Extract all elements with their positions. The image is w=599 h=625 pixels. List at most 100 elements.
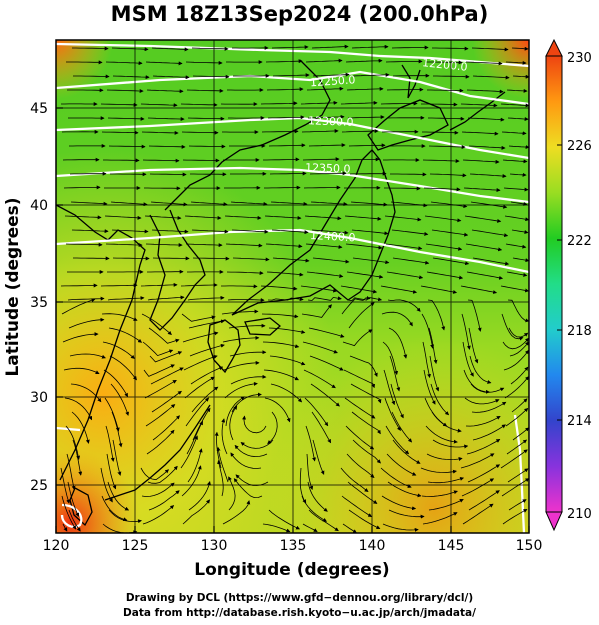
streamline — [432, 46, 469, 51]
contour-line-5 — [56, 228, 529, 274]
streamline — [230, 452, 262, 469]
streamline — [112, 439, 122, 476]
streamline — [224, 381, 258, 399]
streamline — [269, 355, 306, 366]
streamline — [222, 500, 251, 525]
streamline — [422, 512, 458, 525]
streamline — [68, 509, 81, 532]
streamline — [105, 425, 115, 462]
streamline — [224, 215, 262, 220]
streamline — [508, 327, 529, 338]
streamline — [266, 271, 304, 277]
streamline — [390, 172, 427, 177]
streamline — [104, 397, 120, 432]
streamline — [342, 523, 357, 533]
streamline — [63, 185, 101, 190]
streamline — [72, 439, 83, 476]
streamline — [188, 319, 225, 329]
streamline — [151, 390, 182, 413]
contour-labels: 12400.0 12350.0 12300.0 12250.0 12200.0 — [305, 56, 468, 244]
streamline — [432, 439, 469, 449]
streamline — [500, 285, 529, 293]
streamline — [427, 476, 465, 484]
streamline — [150, 367, 184, 385]
streamline — [507, 117, 529, 122]
streamline — [345, 243, 383, 250]
streamline — [306, 271, 344, 278]
streamline — [185, 397, 210, 427]
streamline — [472, 257, 510, 266]
streamline — [267, 297, 304, 302]
streamline — [187, 295, 225, 301]
streamline — [302, 157, 340, 162]
streamline — [465, 415, 501, 427]
streamline — [222, 335, 260, 343]
streamline — [301, 304, 332, 318]
streamline — [68, 317, 105, 329]
colorbar-tick-label: 218 — [567, 324, 592, 339]
streamline — [234, 444, 268, 458]
streamline — [429, 355, 440, 392]
streamline — [307, 481, 328, 512]
streamline — [191, 46, 229, 51]
streamline — [67, 296, 105, 301]
streamline — [72, 46, 109, 51]
streamline — [310, 201, 348, 207]
streamline — [389, 355, 401, 392]
streamline — [300, 285, 338, 293]
streamline — [468, 145, 506, 150]
y-tick-label: 25 — [30, 478, 48, 494]
streamline — [381, 495, 417, 511]
streamline — [152, 75, 190, 80]
streamline — [384, 186, 421, 191]
streamline — [302, 523, 318, 532]
streamline — [509, 172, 527, 177]
streamline — [471, 229, 509, 238]
streamline — [142, 158, 180, 163]
streamline — [112, 256, 150, 261]
streamline — [183, 354, 218, 371]
streamline — [264, 185, 301, 190]
streamline — [242, 415, 267, 434]
streamline — [301, 495, 327, 522]
streamline — [100, 102, 138, 107]
streamline — [348, 143, 386, 148]
streamline — [503, 187, 529, 192]
streamline — [262, 523, 291, 533]
streamline — [149, 172, 187, 177]
streamline — [471, 401, 507, 413]
streamline — [460, 453, 495, 469]
streamline — [265, 243, 303, 249]
y-tick-label: 35 — [30, 295, 48, 311]
streamline — [510, 366, 529, 385]
streamline — [227, 298, 265, 303]
streamline — [271, 45, 309, 50]
streamline — [111, 411, 123, 448]
streamline — [240, 439, 274, 449]
streamline — [268, 143, 306, 148]
streamline — [383, 369, 396, 406]
colorbar-bottom-triangle — [545, 511, 563, 532]
streamline — [511, 398, 528, 413]
streamline — [468, 490, 500, 511]
contour-line-8 — [60, 503, 83, 528]
streamline — [185, 243, 223, 248]
wind-streamlines — [60, 44, 529, 533]
streamline — [512, 257, 529, 263]
streamline — [503, 349, 529, 371]
streamline — [460, 285, 498, 295]
grid-lines — [56, 40, 529, 533]
streamline — [303, 185, 341, 190]
streamline — [464, 397, 500, 405]
streamline — [501, 131, 527, 136]
streamline — [187, 448, 203, 483]
streamline — [468, 327, 479, 364]
streamline — [500, 449, 528, 469]
streamline — [268, 509, 301, 530]
streamline — [221, 309, 259, 315]
streamline — [300, 100, 338, 105]
streamline — [148, 327, 180, 344]
streamline — [460, 103, 498, 108]
streamline — [311, 44, 349, 49]
streamline — [60, 467, 71, 504]
